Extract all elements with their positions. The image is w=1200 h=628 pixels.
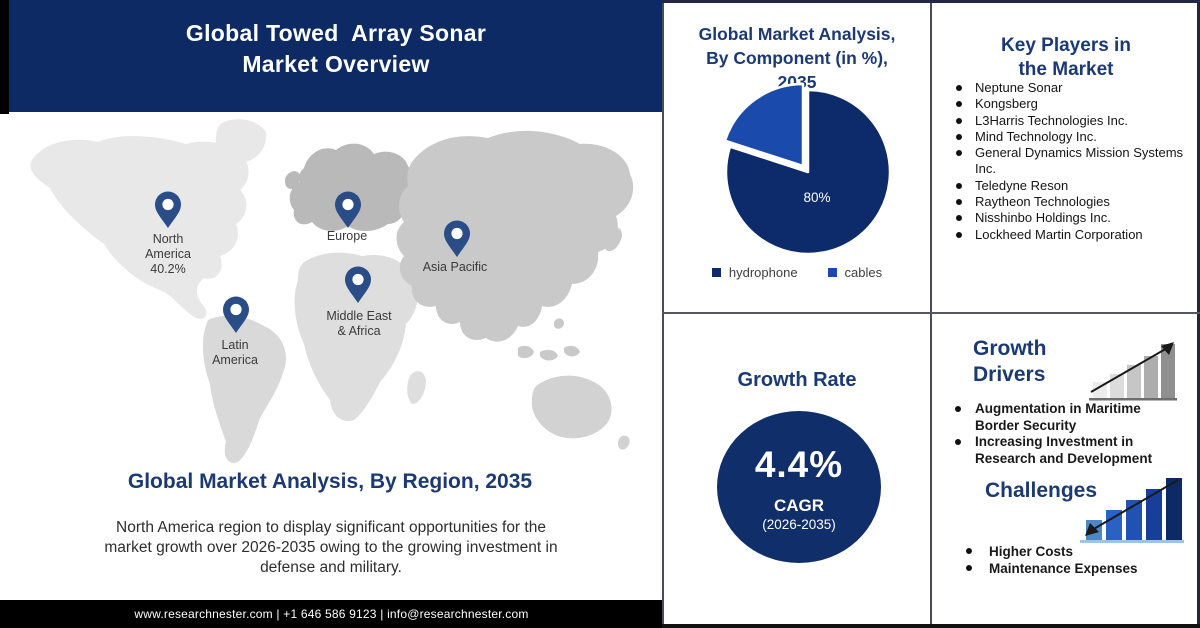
list-item: Raytheon Technologies <box>952 194 1187 210</box>
pin-latin-america-icon <box>223 296 249 333</box>
map-asia <box>396 130 634 342</box>
pie-slice-hydrophone <box>724 88 892 256</box>
pin-middle-east-africa-icon <box>345 266 371 303</box>
map-europe <box>289 143 413 232</box>
map-japan <box>603 227 622 252</box>
list-item: Neptune Sonar <box>952 80 1187 96</box>
key-players-title: Key Players in the Market <box>1001 35 1131 80</box>
list-item: Nisshinbo Holdings Inc. <box>952 210 1187 226</box>
map-island-1 <box>518 345 534 359</box>
map-island-4 <box>554 318 564 329</box>
page-title-line2: Market Overview <box>242 51 430 77</box>
legend-swatch-cables <box>827 268 837 277</box>
growth-rate-circle: 4.4% CAGR (2026-2035) <box>717 411 881 563</box>
challenges-list: Higher Costs Maintenance Expenses <box>963 543 1178 577</box>
map-island-2 <box>540 349 558 361</box>
value-north-america: 40.2% <box>150 262 186 276</box>
pie-slice-cables <box>723 82 805 168</box>
pin-europe-icon <box>335 191 361 228</box>
list-item: Higher Costs <box>963 543 1178 560</box>
world-map <box>30 119 634 463</box>
cagr-period: (2026-2035) <box>762 517 836 532</box>
page-title-line1: Global Towed Array Sonar <box>185 20 487 46</box>
pie-legend: hydrophone cables <box>664 265 930 280</box>
list-item: General Dynamics Mission Systems Inc. <box>952 145 1187 178</box>
challenges-title: Challenges <box>985 479 1098 502</box>
divider-vertical-1 <box>662 0 664 628</box>
list-item: Teledyne Reson <box>952 178 1187 194</box>
region-note: North America region to display signific… <box>104 519 558 576</box>
divider-horizontal <box>662 312 1200 314</box>
footer-bar: www.researchnester.com | +1 646 586 9123… <box>0 600 663 628</box>
label-europe: Europe <box>326 229 368 243</box>
map-island-3 <box>564 345 580 357</box>
cagr-value: 4.4% <box>754 444 844 485</box>
growth-drivers-title: Growth Drivers <box>973 337 1047 386</box>
growth-drivers-list: Augmentation in Maritime Border Security… <box>953 401 1158 467</box>
legend-swatch-hydrophone <box>711 268 721 277</box>
growth-rate-title: Growth Rate <box>737 369 857 391</box>
map-greenland <box>216 119 267 163</box>
list-item: Augmentation in Maritime Border Security <box>953 401 1158 434</box>
pie-chart <box>723 82 892 256</box>
page-title: Global Towed Array Sonar Market Overview <box>9 18 663 80</box>
map-australia <box>531 375 612 439</box>
list-item: Increasing Investment in Research and De… <box>953 434 1158 467</box>
list-item: Maintenance Expenses <box>963 560 1178 577</box>
list-item: Kongsberg <box>952 96 1187 112</box>
key-players-list: Neptune Sonar Kongsberg L3Harris Technol… <box>952 80 1187 243</box>
label-north-america: North America 40.2% <box>133 232 203 277</box>
pie-chart-title: Global Market Analysis, By Component (in… <box>698 24 896 92</box>
cagr-label: CAGR <box>773 496 825 515</box>
list-item: L3Harris Technologies Inc. <box>952 113 1187 129</box>
border-top <box>662 0 1200 3</box>
map-north-america <box>30 136 249 319</box>
map-africa <box>294 252 418 422</box>
divider-vertical-2 <box>930 0 932 628</box>
pin-north-america-icon <box>155 191 181 228</box>
legend-item-cables: cables <box>827 265 882 280</box>
pin-asia-pacific-icon <box>444 220 470 257</box>
header-band <box>0 0 663 114</box>
map-uk <box>284 171 301 189</box>
label-asia-pacific: Asia Pacific <box>422 260 488 274</box>
legend-item-hydrophone: hydrophone <box>711 265 798 280</box>
list-item: Mind Technology Inc. <box>952 129 1187 145</box>
rising-bars-blue-icon <box>1080 478 1184 543</box>
border-bottom <box>662 624 1200 628</box>
map-south-america <box>202 315 286 463</box>
header-accent-strip <box>0 0 9 114</box>
region-heading: Global Market Analysis, By Region, 2035 <box>127 470 533 493</box>
label-latin-america: Latin America <box>212 338 258 367</box>
label-middle-east-africa: Middle East & Africa <box>326 309 392 338</box>
pie-data-label: 80% <box>803 190 831 205</box>
map-madagascar <box>407 371 426 404</box>
border-right <box>1197 0 1200 628</box>
list-item: Lockheed Martin Corporation <box>952 227 1187 243</box>
map-new-zealand <box>618 435 630 450</box>
rising-bars-gray-icon <box>1089 342 1177 401</box>
